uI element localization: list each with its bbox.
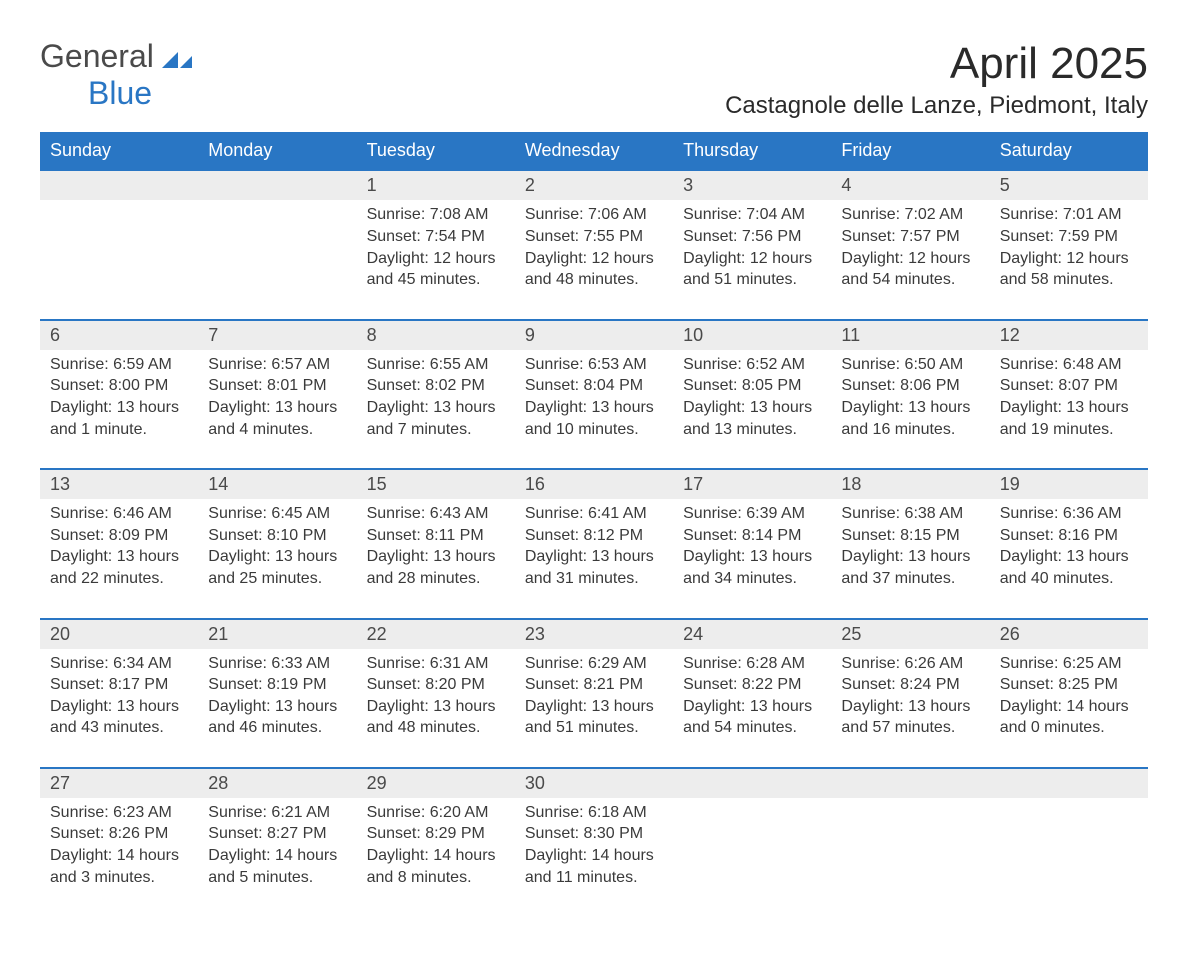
- day-number-cell: 4: [831, 170, 989, 200]
- day-content-cell: Sunrise: 6:53 AMSunset: 8:04 PMDaylight:…: [515, 350, 673, 469]
- day-content-row: Sunrise: 6:46 AMSunset: 8:09 PMDaylight:…: [40, 499, 1148, 618]
- day-number-cell: 26: [990, 619, 1148, 649]
- title-block: April 2025 Castagnole delle Lanze, Piedm…: [725, 40, 1148, 120]
- day-number-cell: 8: [357, 320, 515, 350]
- day-content-cell: [990, 798, 1148, 916]
- day-content-cell: Sunrise: 6:31 AMSunset: 8:20 PMDaylight:…: [357, 649, 515, 768]
- day-content-cell: Sunrise: 6:43 AMSunset: 8:11 PMDaylight:…: [357, 499, 515, 618]
- day-number-cell: 15: [357, 469, 515, 499]
- day-number-cell: 27: [40, 768, 198, 798]
- day-number-cell: 25: [831, 619, 989, 649]
- day-number-cell: 10: [673, 320, 831, 350]
- day-number-cell: 7: [198, 320, 356, 350]
- day-content-cell: Sunrise: 6:41 AMSunset: 8:12 PMDaylight:…: [515, 499, 673, 618]
- day-number-cell: 6: [40, 320, 198, 350]
- day-content-cell: Sunrise: 7:01 AMSunset: 7:59 PMDaylight:…: [990, 200, 1148, 319]
- day-number-cell: 5: [990, 170, 1148, 200]
- day-number-cell: 1: [357, 170, 515, 200]
- calendar-header-row: Sunday Monday Tuesday Wednesday Thursday…: [40, 132, 1148, 170]
- day-content-cell: [831, 798, 989, 916]
- day-content-row: Sunrise: 7:08 AMSunset: 7:54 PMDaylight:…: [40, 200, 1148, 319]
- day-content-cell: Sunrise: 6:21 AMSunset: 8:27 PMDaylight:…: [198, 798, 356, 916]
- logo: General Blue: [40, 40, 194, 109]
- day-number-cell: 19: [990, 469, 1148, 499]
- day-content-cell: [673, 798, 831, 916]
- day-number-cell: 17: [673, 469, 831, 499]
- day-number-cell: 2: [515, 170, 673, 200]
- day-content-cell: Sunrise: 6:59 AMSunset: 8:00 PMDaylight:…: [40, 350, 198, 469]
- day-content-row: Sunrise: 6:23 AMSunset: 8:26 PMDaylight:…: [40, 798, 1148, 916]
- day-header-saturday: Saturday: [990, 132, 1148, 170]
- day-content-cell: Sunrise: 6:25 AMSunset: 8:25 PMDaylight:…: [990, 649, 1148, 768]
- day-content-cell: Sunrise: 6:48 AMSunset: 8:07 PMDaylight:…: [990, 350, 1148, 469]
- logo-text-blue: Blue: [88, 75, 152, 111]
- day-number-cell: 16: [515, 469, 673, 499]
- day-number-cell: 14: [198, 469, 356, 499]
- day-content-cell: Sunrise: 6:18 AMSunset: 8:30 PMDaylight:…: [515, 798, 673, 916]
- day-content-cell: Sunrise: 6:20 AMSunset: 8:29 PMDaylight:…: [357, 798, 515, 916]
- day-number-cell: 3: [673, 170, 831, 200]
- day-number-cell: [198, 170, 356, 200]
- day-number-row: 6789101112: [40, 320, 1148, 350]
- day-number-cell: 30: [515, 768, 673, 798]
- day-content-cell: Sunrise: 6:36 AMSunset: 8:16 PMDaylight:…: [990, 499, 1148, 618]
- day-content-cell: Sunrise: 6:45 AMSunset: 8:10 PMDaylight:…: [198, 499, 356, 618]
- day-number-row: 20212223242526: [40, 619, 1148, 649]
- day-content-cell: Sunrise: 7:08 AMSunset: 7:54 PMDaylight:…: [357, 200, 515, 319]
- logo-triangle-icon: [162, 48, 194, 77]
- day-content-cell: Sunrise: 6:52 AMSunset: 8:05 PMDaylight:…: [673, 350, 831, 469]
- day-content-cell: Sunrise: 6:23 AMSunset: 8:26 PMDaylight:…: [40, 798, 198, 916]
- day-number-cell: 18: [831, 469, 989, 499]
- day-content-cell: Sunrise: 6:26 AMSunset: 8:24 PMDaylight:…: [831, 649, 989, 768]
- day-number-cell: 22: [357, 619, 515, 649]
- day-header-wednesday: Wednesday: [515, 132, 673, 170]
- day-content-cell: Sunrise: 7:04 AMSunset: 7:56 PMDaylight:…: [673, 200, 831, 319]
- day-content-cell: Sunrise: 6:50 AMSunset: 8:06 PMDaylight:…: [831, 350, 989, 469]
- day-number-row: 27282930: [40, 768, 1148, 798]
- day-number-cell: [40, 170, 198, 200]
- day-header-friday: Friday: [831, 132, 989, 170]
- day-content-cell: Sunrise: 6:57 AMSunset: 8:01 PMDaylight:…: [198, 350, 356, 469]
- day-content-cell: Sunrise: 6:55 AMSunset: 8:02 PMDaylight:…: [357, 350, 515, 469]
- day-header-tuesday: Tuesday: [357, 132, 515, 170]
- day-number-cell: 23: [515, 619, 673, 649]
- logo-text-general: General: [40, 38, 154, 74]
- day-number-cell: 28: [198, 768, 356, 798]
- day-header-monday: Monday: [198, 132, 356, 170]
- day-number-cell: 20: [40, 619, 198, 649]
- day-content-cell: Sunrise: 6:38 AMSunset: 8:15 PMDaylight:…: [831, 499, 989, 618]
- day-number-row: 13141516171819: [40, 469, 1148, 499]
- day-content-cell: Sunrise: 6:39 AMSunset: 8:14 PMDaylight:…: [673, 499, 831, 618]
- day-number-cell: [673, 768, 831, 798]
- month-title: April 2025: [725, 40, 1148, 88]
- day-number-cell: [831, 768, 989, 798]
- day-content-cell: [40, 200, 198, 319]
- day-number-cell: [990, 768, 1148, 798]
- day-number-cell: 29: [357, 768, 515, 798]
- day-number-row: 12345: [40, 170, 1148, 200]
- day-number-cell: 13: [40, 469, 198, 499]
- day-content-cell: Sunrise: 6:28 AMSunset: 8:22 PMDaylight:…: [673, 649, 831, 768]
- header: General Blue April 2025 Castagnole delle…: [40, 40, 1148, 120]
- day-content-cell: Sunrise: 7:02 AMSunset: 7:57 PMDaylight:…: [831, 200, 989, 319]
- day-content-cell: Sunrise: 6:33 AMSunset: 8:19 PMDaylight:…: [198, 649, 356, 768]
- calendar-body: 12345Sunrise: 7:08 AMSunset: 7:54 PMDayl…: [40, 170, 1148, 916]
- day-content-cell: [198, 200, 356, 319]
- day-number-cell: 21: [198, 619, 356, 649]
- day-number-cell: 9: [515, 320, 673, 350]
- day-content-cell: Sunrise: 7:06 AMSunset: 7:55 PMDaylight:…: [515, 200, 673, 319]
- location-subtitle: Castagnole delle Lanze, Piedmont, Italy: [725, 92, 1148, 120]
- calendar-table: Sunday Monday Tuesday Wednesday Thursday…: [40, 132, 1148, 916]
- day-content-cell: Sunrise: 6:29 AMSunset: 8:21 PMDaylight:…: [515, 649, 673, 768]
- day-number-cell: 24: [673, 619, 831, 649]
- day-content-row: Sunrise: 6:59 AMSunset: 8:00 PMDaylight:…: [40, 350, 1148, 469]
- day-number-cell: 11: [831, 320, 989, 350]
- day-number-cell: 12: [990, 320, 1148, 350]
- day-content-cell: Sunrise: 6:46 AMSunset: 8:09 PMDaylight:…: [40, 499, 198, 618]
- day-header-sunday: Sunday: [40, 132, 198, 170]
- day-content-cell: Sunrise: 6:34 AMSunset: 8:17 PMDaylight:…: [40, 649, 198, 768]
- day-header-thursday: Thursday: [673, 132, 831, 170]
- day-content-row: Sunrise: 6:34 AMSunset: 8:17 PMDaylight:…: [40, 649, 1148, 768]
